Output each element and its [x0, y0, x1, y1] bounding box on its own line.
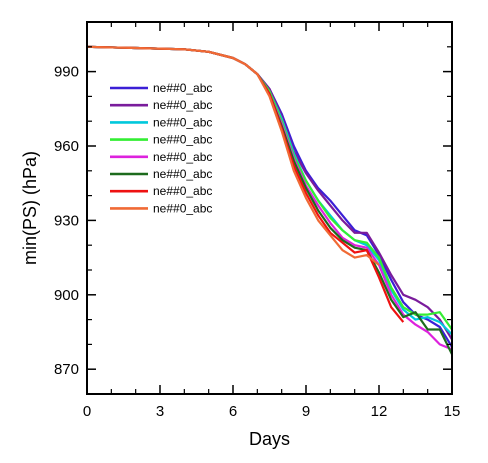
legend-label-7: ne##0_abc — [153, 184, 212, 198]
plot-lines — [86, 45, 453, 355]
legend-label-4: ne##0_abc — [153, 133, 212, 147]
plot-frame — [86, 21, 453, 395]
legend-label-2: ne##0_abc — [153, 98, 212, 112]
legend-label-3: ne##0_abc — [153, 115, 212, 129]
x-tick-label: 15 — [444, 403, 461, 420]
series-line-8 — [86, 45, 380, 266]
x-tick-label: 12 — [371, 403, 388, 420]
legend-label-1: ne##0_abc — [153, 81, 212, 95]
y-tick-label: 900 — [54, 287, 79, 304]
y-tick-label: 870 — [54, 361, 79, 378]
x-axis-title: Days — [249, 429, 290, 449]
y-tick-label: 960 — [54, 138, 79, 155]
axis-ticks: 0 3 6 9 12 15 870 900 930 960 990 — [54, 21, 461, 420]
x-tick-label: 9 — [302, 403, 310, 420]
legend: ne##0_abc ne##0_abc ne##0_abc ne##0_abc ne##… — [110, 81, 212, 215]
y-tick-label: 990 — [54, 64, 79, 81]
x-tick-label: 6 — [229, 403, 237, 420]
legend-label-6: ne##0_abc — [153, 167, 212, 181]
x-tick-label: 0 — [83, 403, 91, 420]
x-tick-label: 3 — [156, 403, 164, 420]
legend-label-5: ne##0_abc — [153, 150, 212, 164]
y-tick-label: 930 — [54, 212, 79, 229]
legend-label-8: ne##0_abc — [153, 201, 212, 215]
y-axis-title: min(PS) (hPa) — [20, 151, 40, 265]
